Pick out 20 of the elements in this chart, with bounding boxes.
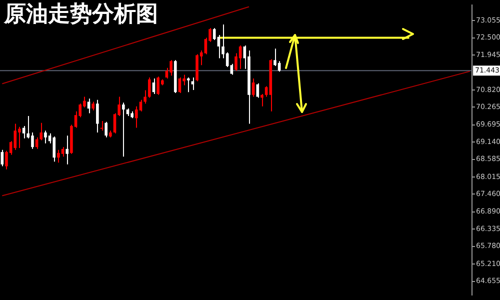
candlestick bbox=[100, 120, 104, 132]
candlestick bbox=[87, 98, 90, 114]
candlestick bbox=[96, 99, 99, 133]
candlestick bbox=[148, 77, 151, 98]
candlestick bbox=[52, 136, 56, 162]
candlestick bbox=[104, 121, 108, 138]
candlestick bbox=[170, 60, 172, 76]
candlestick bbox=[57, 149, 60, 164]
candlestick bbox=[274, 48, 276, 67]
candlestick bbox=[191, 77, 194, 90]
candlestick bbox=[186, 77, 190, 93]
candlestick bbox=[230, 63, 234, 76]
chart-title: 原油走势分析图 bbox=[4, 2, 158, 28]
candlestick bbox=[66, 135, 69, 165]
candlestick bbox=[260, 93, 264, 107]
candlestick bbox=[238, 45, 242, 70]
candlestick bbox=[122, 102, 125, 158]
candlestick bbox=[256, 82, 260, 98]
candlestick bbox=[134, 106, 138, 128]
candlestick bbox=[44, 130, 47, 144]
